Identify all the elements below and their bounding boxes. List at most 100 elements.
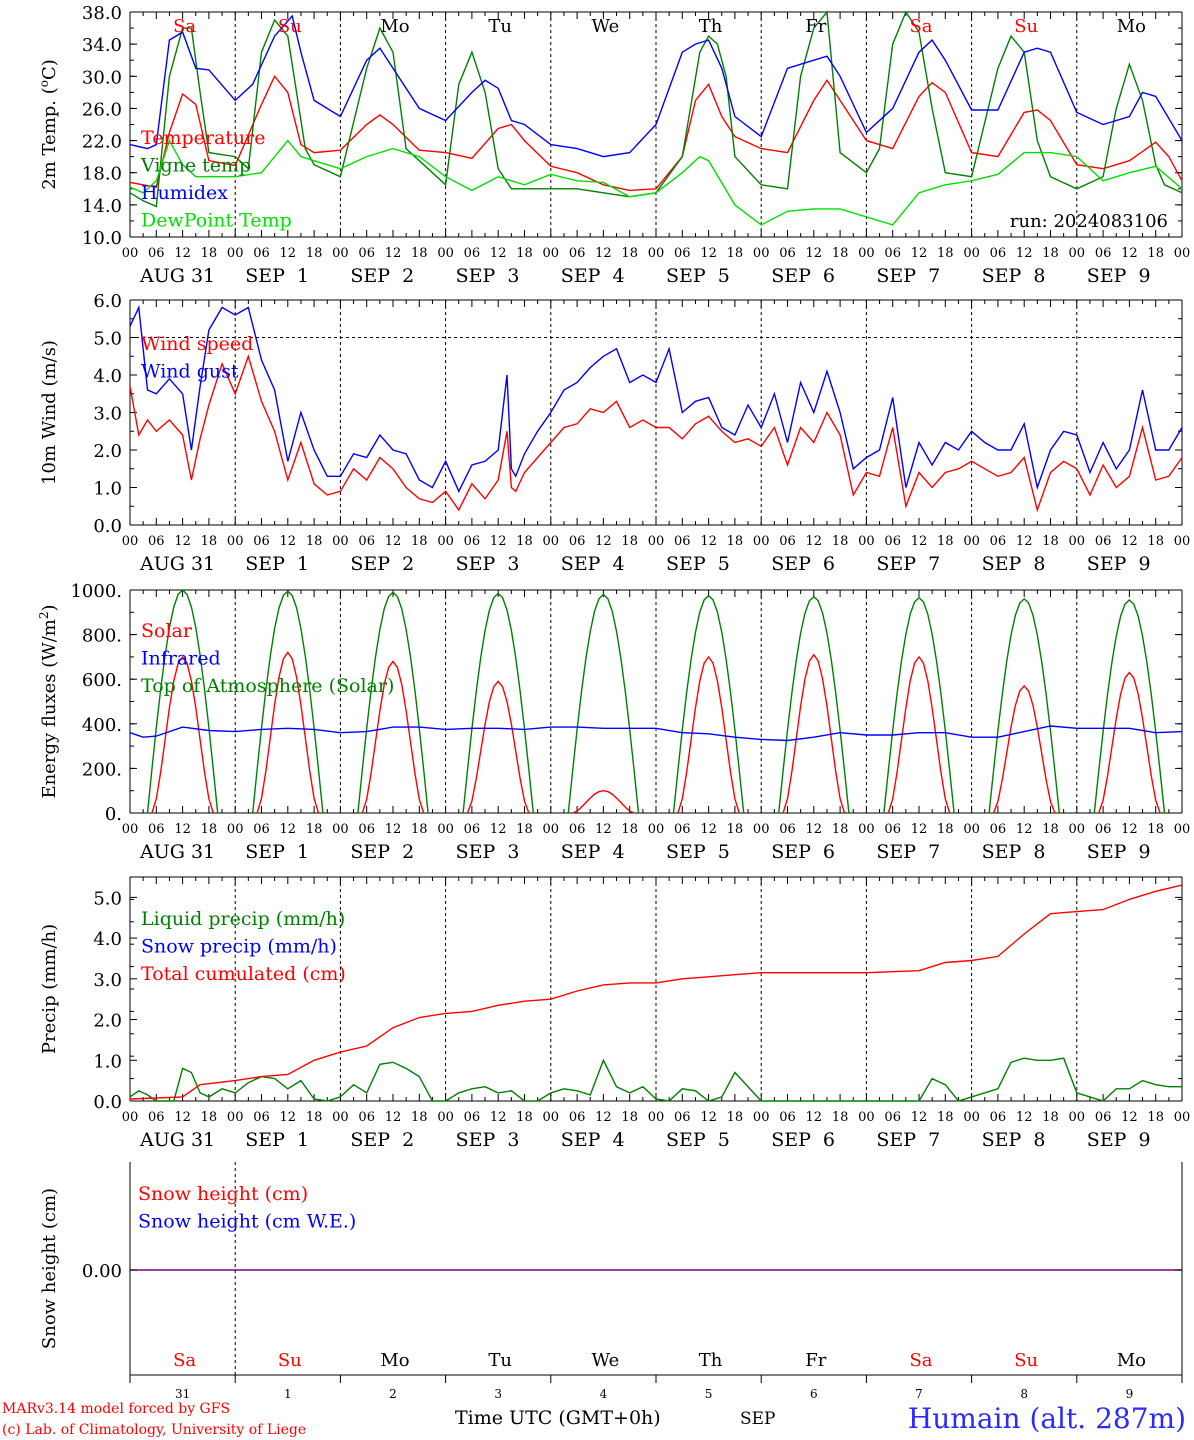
toa-line	[462, 592, 534, 814]
x-hour-tick-label: 12	[911, 822, 928, 837]
x-hour-tick-label: 12	[595, 534, 612, 549]
toa-line	[252, 590, 324, 814]
x-hour-tick-label: 00	[753, 822, 770, 837]
y-tick-label: 30.0	[82, 67, 122, 88]
day-number-label: 3	[494, 1387, 502, 1401]
x-hour-tick-label: 12	[174, 1110, 191, 1125]
x-hour-tick-label: 12	[490, 534, 507, 549]
x-hour-tick-label: 12	[911, 246, 928, 261]
x-hour-tick-label: 06	[779, 1110, 796, 1125]
x-date-label: SEP 1	[245, 841, 309, 863]
x-hour-tick-label: 18	[832, 246, 849, 261]
x-hour-tick-label: 12	[595, 246, 612, 261]
x-hour-tick-label: 06	[990, 1110, 1007, 1125]
weekday-label: We	[592, 1350, 620, 1371]
x-date-label: SEP 5	[666, 1129, 730, 1151]
x-hour-tick-label: 00	[1069, 822, 1086, 837]
day-number-label: 4	[600, 1387, 608, 1401]
x-hour-tick-label: 00	[753, 1110, 770, 1125]
x-date-label: SEP 8	[982, 841, 1046, 863]
x-date-label: SEP 4	[561, 265, 625, 287]
x-hour-tick-label: 06	[1095, 1110, 1112, 1125]
x-hour-tick-label: 00	[648, 1110, 665, 1125]
x-date-label: SEP 1	[245, 553, 309, 575]
x-date-label: SEP 2	[350, 553, 414, 575]
legend-entry: Humidex	[141, 182, 228, 204]
x-date-label: SEP 1	[245, 1129, 309, 1151]
x-hour-tick-label: 00	[543, 822, 560, 837]
x-hour-tick-label: 06	[779, 822, 796, 837]
weekday-label: Su	[1014, 16, 1038, 37]
x-hour-tick-label: 18	[1042, 246, 1059, 261]
toa-line	[778, 595, 850, 814]
x-hour-tick-label: 00	[1174, 1110, 1191, 1125]
x-hour-tick-label: 18	[832, 534, 849, 549]
y-tick-label: 34.0	[82, 35, 122, 56]
day-number-label: 7	[915, 1387, 923, 1401]
x-date-label: SEP 3	[456, 265, 520, 287]
x-hour-tick-label: 06	[148, 246, 165, 261]
x-hour-tick-label: 00	[227, 822, 244, 837]
x-hour-tick-label: 18	[516, 534, 533, 549]
series-line	[129, 138, 1183, 226]
y-tick-label: 0.0	[93, 516, 122, 537]
weekday-label: Th	[699, 1350, 723, 1371]
x-hour-tick-label: 12	[1016, 822, 1033, 837]
x-hour-tick-label: 12	[280, 246, 297, 261]
x-date-label: SEP 6	[771, 841, 835, 863]
x-hour-tick-label: 18	[516, 822, 533, 837]
x-hour-tick-label: 00	[858, 822, 875, 837]
toa-line	[1093, 599, 1166, 814]
y-tick-label: 1000.	[70, 581, 122, 602]
x-date-label: SEP 9	[1087, 841, 1151, 863]
x-hour-tick-label: 18	[727, 822, 744, 837]
x-hour-tick-label: 00	[543, 534, 560, 549]
x-hour-tick-label: 00	[543, 1110, 560, 1125]
month-label: SEP	[740, 1409, 776, 1429]
x-hour-tick-label: 06	[990, 822, 1007, 837]
x-hour-tick-label: 00	[753, 246, 770, 261]
x-hour-tick-label: 18	[201, 822, 218, 837]
y-tick-label: 22.0	[82, 132, 122, 153]
x-hour-tick-label: 18	[516, 246, 533, 261]
x-hour-tick-label: 18	[727, 246, 744, 261]
x-hour-tick-label: 12	[174, 246, 191, 261]
x-date-label: SEP 4	[561, 841, 625, 863]
weekday-label: Mo	[1117, 16, 1146, 37]
x-date-label: SEP 8	[982, 265, 1046, 287]
x-date-label: SEP 9	[1087, 553, 1151, 575]
x-date-label: AUG 31	[139, 1129, 215, 1151]
series-line	[129, 304, 1183, 493]
x-hour-tick-label: 18	[306, 246, 323, 261]
x-hour-tick-label: 12	[490, 822, 507, 837]
x-hour-tick-label: 12	[1121, 1110, 1138, 1125]
legend-entry: Solar	[141, 620, 193, 642]
x-hour-tick-label: 06	[674, 822, 691, 837]
x-hour-tick-label: 18	[1147, 822, 1164, 837]
y-tick-label: 10.0	[82, 228, 122, 249]
x-hour-tick-label: 18	[411, 822, 428, 837]
x-hour-tick-label: 06	[148, 1110, 165, 1125]
x-hour-tick-label: 00	[1069, 534, 1086, 549]
x-hour-tick-label: 00	[963, 822, 980, 837]
weekday-label: Fr	[805, 1350, 826, 1371]
x-hour-tick-label: 12	[174, 822, 191, 837]
x-hour-tick-label: 06	[884, 246, 901, 261]
x-hour-tick-label: 18	[621, 1110, 638, 1125]
x-hour-tick-label: 06	[990, 534, 1007, 549]
x-hour-tick-label: 18	[621, 246, 638, 261]
station-title: Humain (alt. 287m)	[908, 1402, 1186, 1435]
x-hour-tick-label: 00	[543, 246, 560, 261]
x-hour-tick-label: 18	[727, 534, 744, 549]
y-tick-label: 2.0	[93, 441, 122, 462]
x-hour-tick-label: 06	[358, 1110, 375, 1125]
y-tick-label: 1.0	[93, 479, 122, 500]
x-hour-tick-label: 00	[858, 1110, 875, 1125]
legend-entry: Temperature	[141, 127, 265, 149]
x-hour-tick-label: 12	[911, 1110, 928, 1125]
weekday-label: Su	[278, 16, 302, 37]
x-hour-tick-label: 00	[122, 246, 139, 261]
x-hour-tick-label: 06	[464, 246, 481, 261]
x-hour-tick-label: 06	[674, 534, 691, 549]
y-tick-label: 800.	[82, 626, 122, 647]
